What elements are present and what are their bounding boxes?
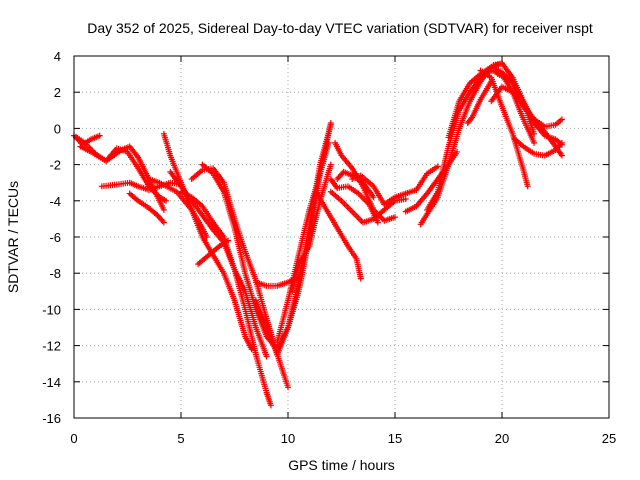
data-point — [467, 115, 474, 122]
data-point — [225, 237, 232, 244]
data-point — [325, 139, 332, 146]
data-point — [558, 139, 565, 146]
x-tick-label: 20 — [495, 431, 509, 446]
series-trace-9 — [178, 188, 274, 409]
chart-title: Day 352 of 2025, Sidereal Day-to-day VTE… — [87, 20, 593, 36]
x-axis-label: GPS time / hours — [288, 457, 395, 473]
axis-ticks: 0 5 10 15 20 25 -16 -14 -12 -10 -8 -6 -4 -2 0 2 4 — [42, 49, 616, 446]
series-trace-13 — [252, 121, 334, 358]
series-trace-19 — [327, 188, 409, 226]
data-point — [374, 219, 381, 226]
series-trace-15 — [274, 139, 332, 345]
series-trace-23 — [381, 163, 441, 208]
data-point — [163, 197, 170, 204]
data-point — [558, 152, 565, 159]
x-tick-label: 15 — [388, 431, 402, 446]
series-trace-12 — [195, 237, 232, 268]
data-point — [160, 219, 167, 226]
x-tick-label: 25 — [602, 431, 616, 446]
data-point — [327, 121, 334, 128]
data-point — [488, 78, 495, 85]
x-tick-label: 10 — [281, 431, 295, 446]
x-tick-label: 5 — [177, 431, 184, 446]
y-tick-label: -2 — [49, 158, 61, 173]
series-trace-31 — [477, 67, 531, 190]
data-point — [524, 183, 531, 190]
y-tick-label: 4 — [54, 49, 61, 64]
data-point — [558, 116, 565, 123]
series-trace-32 — [511, 136, 565, 159]
y-tick-label: -4 — [49, 194, 61, 209]
series-trace-4 — [98, 179, 184, 193]
data-point — [392, 214, 398, 221]
x-tick-label: 0 — [70, 431, 77, 446]
y-tick-label: 2 — [54, 85, 61, 100]
series-trace-3 — [77, 143, 167, 213]
y-tick-label: -14 — [42, 375, 61, 390]
data-point — [531, 130, 538, 137]
data-point — [370, 194, 377, 201]
series-trace-18 — [327, 176, 381, 226]
data-point — [434, 163, 441, 170]
data-point — [454, 148, 461, 155]
y-tick-label: -16 — [42, 411, 61, 426]
series-trace-33 — [464, 78, 495, 126]
series-trace-20 — [332, 139, 398, 224]
data-point — [531, 139, 538, 146]
data-point — [160, 206, 167, 213]
data-series — [71, 60, 565, 409]
series-trace-17 — [312, 188, 364, 282]
series-trace-8 — [167, 168, 270, 360]
series-trace-16 — [289, 161, 334, 295]
y-tick-label: -6 — [49, 230, 61, 245]
y-tick-label: -12 — [42, 339, 61, 354]
data-point — [267, 402, 274, 409]
y-tick-label: 0 — [54, 121, 61, 136]
y-tick-label: -8 — [49, 266, 61, 281]
grid-lines — [74, 56, 609, 418]
series-trace-5 — [126, 190, 167, 226]
series-trace-30 — [494, 71, 565, 130]
data-point — [96, 132, 103, 139]
y-tick-label: -10 — [42, 302, 61, 317]
series-trace-7 — [145, 176, 255, 353]
data-point — [327, 161, 334, 168]
y-axis-label: SDTVAR / TECUs — [5, 181, 21, 293]
data-point — [357, 275, 364, 282]
data-point — [263, 353, 270, 360]
series-trace-21 — [334, 168, 377, 201]
data-point — [402, 195, 409, 202]
data-point — [285, 384, 291, 391]
